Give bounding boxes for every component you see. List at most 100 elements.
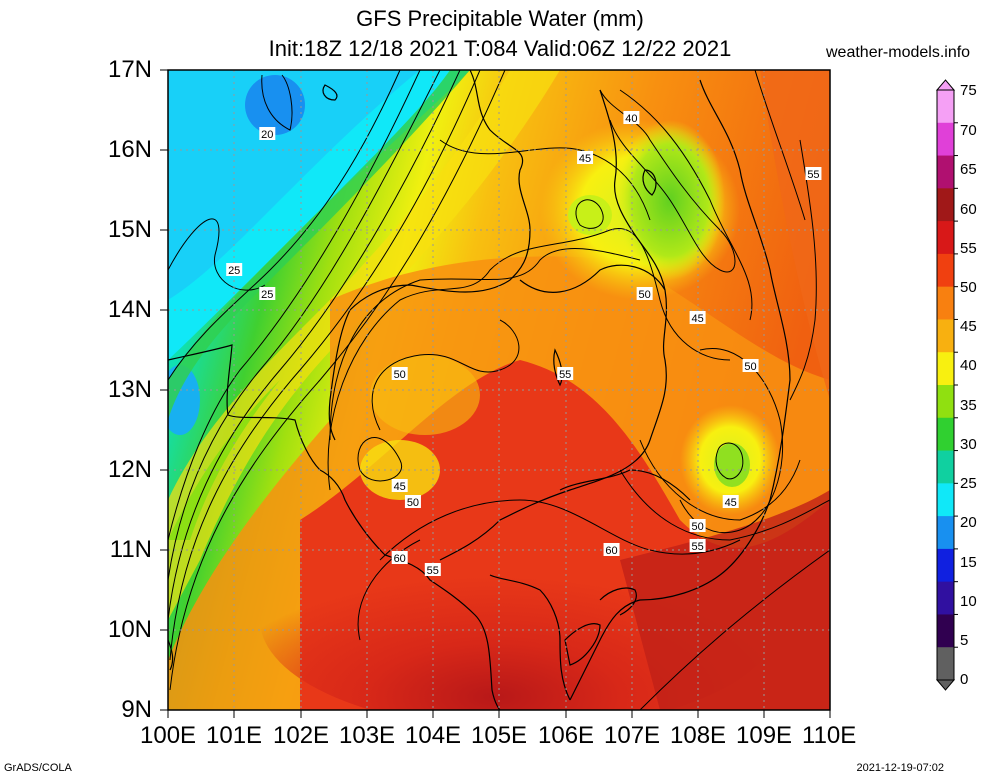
- contour-label: 20: [259, 127, 276, 141]
- colorbar-label-40: 40: [960, 357, 977, 374]
- lon-label-105e: 105E: [471, 722, 528, 749]
- colorbar-label-15: 15: [960, 554, 977, 571]
- svg-text:45: 45: [691, 313, 703, 325]
- lon-label-110e: 110E: [802, 722, 857, 749]
- lon-label-104e: 104E: [405, 722, 462, 749]
- colorbar-swatch: [937, 548, 954, 583]
- colorbar-swatch: [937, 286, 954, 320]
- colorbar-swatch: [937, 352, 954, 386]
- svg-text:50: 50: [691, 521, 703, 533]
- svg-text:45: 45: [725, 497, 737, 509]
- svg-text:50: 50: [744, 361, 756, 373]
- colorbar-swatch: [937, 647, 954, 681]
- lat-label-16n: 16N: [107, 136, 152, 163]
- svg-text:50: 50: [407, 497, 419, 509]
- colorbar-label-5: 5: [960, 632, 969, 649]
- contour-label: 55: [557, 367, 574, 381]
- brand-label: weather-models.info: [826, 44, 971, 61]
- contour-label: 55: [805, 167, 822, 181]
- colorbar-label-50: 50: [960, 279, 977, 296]
- colorbar-label-75: 75: [960, 82, 977, 99]
- lon-label-109e: 109E: [736, 722, 793, 749]
- colorbar-label-0: 0: [960, 671, 969, 688]
- contour-label: 50: [404, 495, 421, 509]
- colorbar-swatch: [937, 122, 954, 157]
- svg-text:25: 25: [261, 289, 273, 301]
- colorbar-bottom-arrow: [935, 679, 956, 691]
- lon-label-102e: 102E: [273, 722, 330, 749]
- colorbar-swatch: [937, 188, 954, 222]
- contour-label: 25: [259, 287, 276, 301]
- contour-label: 50: [391, 367, 408, 381]
- colorbar-label-45: 45: [960, 318, 977, 335]
- colorbar-swatch: [937, 253, 954, 288]
- contour-label: 50: [636, 287, 653, 301]
- svg-text:55: 55: [559, 369, 571, 381]
- contour-label: 45: [689, 311, 706, 325]
- svg-text:60: 60: [605, 545, 617, 557]
- colorbar-label-20: 20: [960, 514, 977, 531]
- lat-label-12n: 12N: [107, 456, 152, 483]
- colorbar-label-35: 35: [960, 397, 977, 414]
- lat-label-17n: 17N: [107, 56, 152, 83]
- lon-label-108e: 108E: [670, 722, 727, 749]
- svg-text:45: 45: [579, 153, 591, 165]
- contour-label: 60: [603, 543, 620, 557]
- svg-text:55: 55: [427, 565, 439, 577]
- contour-label: 45: [722, 495, 739, 509]
- colorbar-label-60: 60: [960, 201, 977, 218]
- map-subtitle: Init:18Z 12/18 2021 T:084 Valid:06Z 12/2…: [268, 36, 732, 61]
- svg-text:50: 50: [639, 289, 651, 301]
- colorbar-swatch: [937, 155, 954, 189]
- lat-label-11n: 11N: [109, 536, 152, 563]
- colorbar-swatch: [937, 483, 954, 517]
- svg-text:55: 55: [807, 169, 819, 181]
- colorbar-swatch: [937, 90, 954, 124]
- lon-label-103e: 103E: [339, 722, 396, 749]
- svg-text:55: 55: [691, 541, 703, 553]
- contour-label: 45: [391, 479, 408, 493]
- svg-text:40: 40: [625, 113, 637, 125]
- colorbar-swatch: [937, 385, 954, 419]
- footer-software: GrADS/COLA: [4, 762, 72, 774]
- contour-label: 60: [391, 551, 408, 565]
- colorbar-legend: [935, 79, 958, 691]
- axis-ticks: [160, 69, 831, 718]
- colorbar-swatch: [937, 221, 954, 255]
- lat-label-9n: 9N: [121, 696, 152, 723]
- lat-label-15n: 15N: [107, 216, 152, 243]
- contour-lines: [168, 70, 830, 710]
- map-title: GFS Precipitable Water (mm): [356, 6, 644, 31]
- colorbar-label-30: 30: [960, 436, 977, 453]
- coastlines-borders: [168, 70, 791, 710]
- colorbar-label-10: 10: [960, 593, 977, 610]
- svg-text:50: 50: [394, 369, 406, 381]
- svg-text:60: 60: [394, 553, 406, 565]
- contour-label: 45: [577, 151, 594, 165]
- footer-timestamp: 2021-12-19-07:02: [856, 762, 944, 774]
- colorbar-swatch: [937, 417, 954, 452]
- lon-label-107e: 107E: [604, 722, 661, 749]
- colorbar-swatch: [937, 319, 954, 353]
- colorbar-label-25: 25: [960, 475, 977, 492]
- precipitable-water-field: [168, 70, 830, 710]
- svg-text:20: 20: [261, 129, 273, 141]
- contour-label: 55: [424, 563, 441, 577]
- svg-text:45: 45: [394, 481, 406, 493]
- contour-label: 50: [689, 519, 706, 533]
- lat-lon-grid: [168, 70, 830, 710]
- contour-label: 55: [689, 539, 706, 553]
- lat-label-13n: 13N: [107, 376, 152, 403]
- contour-label: 40: [623, 111, 640, 125]
- lat-label-10n: 10N: [107, 616, 152, 643]
- colorbar-swatch: [937, 516, 954, 550]
- colorbar-label-55: 55: [960, 240, 977, 257]
- lon-label-101e: 101E: [206, 722, 263, 749]
- colorbar-label-70: 70: [960, 122, 977, 139]
- colorbar-swatch: [937, 581, 954, 615]
- contour-label: 50: [742, 359, 759, 373]
- colorbar-swatch: [937, 450, 954, 484]
- lat-label-14n: 14N: [107, 296, 152, 323]
- colorbar-top-arrow: [935, 79, 956, 91]
